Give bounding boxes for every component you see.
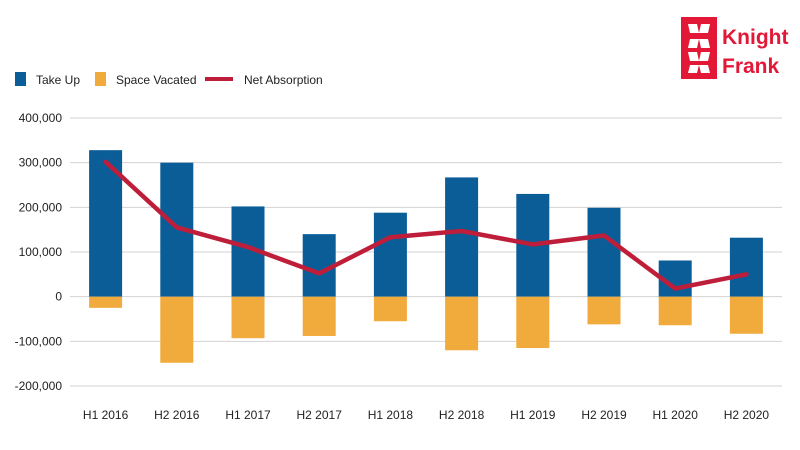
bar-space-vacated — [658, 296, 692, 326]
x-tick-label: H1 2018 — [368, 408, 414, 422]
point-net-absorption — [246, 245, 250, 249]
y-tick-label: 400,000 — [19, 111, 63, 125]
bar-space-vacated — [160, 296, 194, 363]
y-tick-label: 200,000 — [19, 200, 63, 214]
legend-line-net-absorption — [205, 77, 233, 81]
legend-swatch-space-vacated — [95, 72, 106, 86]
brand-name-line1: Knight — [722, 26, 788, 49]
y-tick-label: -100,000 — [15, 334, 63, 348]
point-net-absorption — [317, 271, 321, 275]
x-tick-label: H2 2016 — [154, 408, 200, 422]
legend-swatch-take-up — [15, 72, 26, 86]
bar-take-up — [729, 237, 763, 297]
y-tick-label: 300,000 — [19, 156, 63, 170]
point-net-absorption — [531, 242, 535, 246]
point-net-absorption — [744, 272, 748, 276]
knight-frank-logo: Knight Frank — [681, 17, 788, 79]
bar-space-vacated — [373, 296, 407, 322]
point-net-absorption — [388, 235, 392, 239]
x-tick-label: H1 2019 — [510, 408, 556, 422]
legend-label-take-up: Take Up — [36, 73, 80, 87]
point-net-absorption — [673, 287, 677, 291]
bar-space-vacated — [89, 296, 123, 308]
x-tick-label: H1 2016 — [83, 408, 129, 422]
x-tick-label: H2 2020 — [724, 408, 770, 422]
y-tick-label: 0 — [55, 290, 62, 304]
bar-space-vacated — [729, 296, 763, 334]
brand-name-line2: Frank — [722, 55, 780, 78]
point-net-absorption — [602, 233, 606, 237]
legend-label-space-vacated: Space Vacated — [116, 73, 197, 87]
y-axis: 400,000 300,000 200,000 100,000 0 -100,000 -20… — [15, 111, 63, 393]
bar-take-up — [587, 207, 621, 297]
net-absorption-series — [103, 159, 749, 291]
legend: Take Up Space Vacated Net Absorption — [15, 72, 323, 87]
x-tick-label: H2 2017 — [297, 408, 343, 422]
bar-space-vacated — [445, 296, 479, 351]
x-tick-label: H2 2019 — [581, 408, 627, 422]
bar-space-vacated — [587, 296, 621, 325]
y-tick-label: 100,000 — [19, 245, 63, 259]
bar-space-vacated — [231, 296, 265, 339]
bar-take-up — [445, 177, 479, 297]
point-net-absorption — [104, 160, 108, 164]
point-net-absorption — [460, 229, 464, 233]
bar-space-vacated — [302, 296, 336, 336]
bar-take-up — [373, 212, 407, 297]
legend-label-net-absorption: Net Absorption — [244, 73, 323, 87]
bar-space-vacated — [516, 296, 550, 349]
x-tick-label: H1 2020 — [653, 408, 699, 422]
bars — [89, 150, 763, 363]
y-tick-label: -200,000 — [15, 379, 63, 393]
x-tick-label: H2 2018 — [439, 408, 485, 422]
x-tick-label: H1 2017 — [225, 408, 271, 422]
line-net-absorption — [103, 159, 749, 291]
x-axis: H1 2016 H2 2016 H1 2017 H2 2017 H1 2018 H2 20… — [83, 408, 769, 422]
point-net-absorption — [175, 225, 179, 229]
logo-mark-icon — [681, 17, 717, 79]
